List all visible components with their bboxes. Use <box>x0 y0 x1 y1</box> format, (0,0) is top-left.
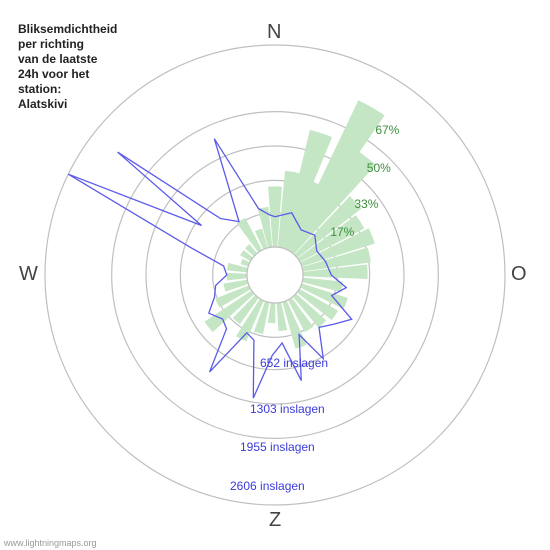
compass-n: N <box>267 21 281 44</box>
count-label: 652 inslagen <box>260 356 328 370</box>
compass-w: W <box>19 263 38 286</box>
count-label: 2606 inslagen <box>230 479 305 493</box>
count-label: 1303 inslagen <box>250 402 325 416</box>
chart-title: Bliksemdichtheidper richtingvan de laats… <box>18 22 117 112</box>
pct-label: 33% <box>354 197 378 211</box>
pct-label: 67% <box>375 123 399 137</box>
pct-label: 50% <box>367 161 391 175</box>
pct-label: 17% <box>330 225 354 239</box>
compass-e: O <box>511 263 527 286</box>
count-label: 1955 inslagen <box>240 440 315 454</box>
footer-text: www.lightningmaps.org <box>4 538 97 548</box>
compass-s: Z <box>269 509 281 532</box>
